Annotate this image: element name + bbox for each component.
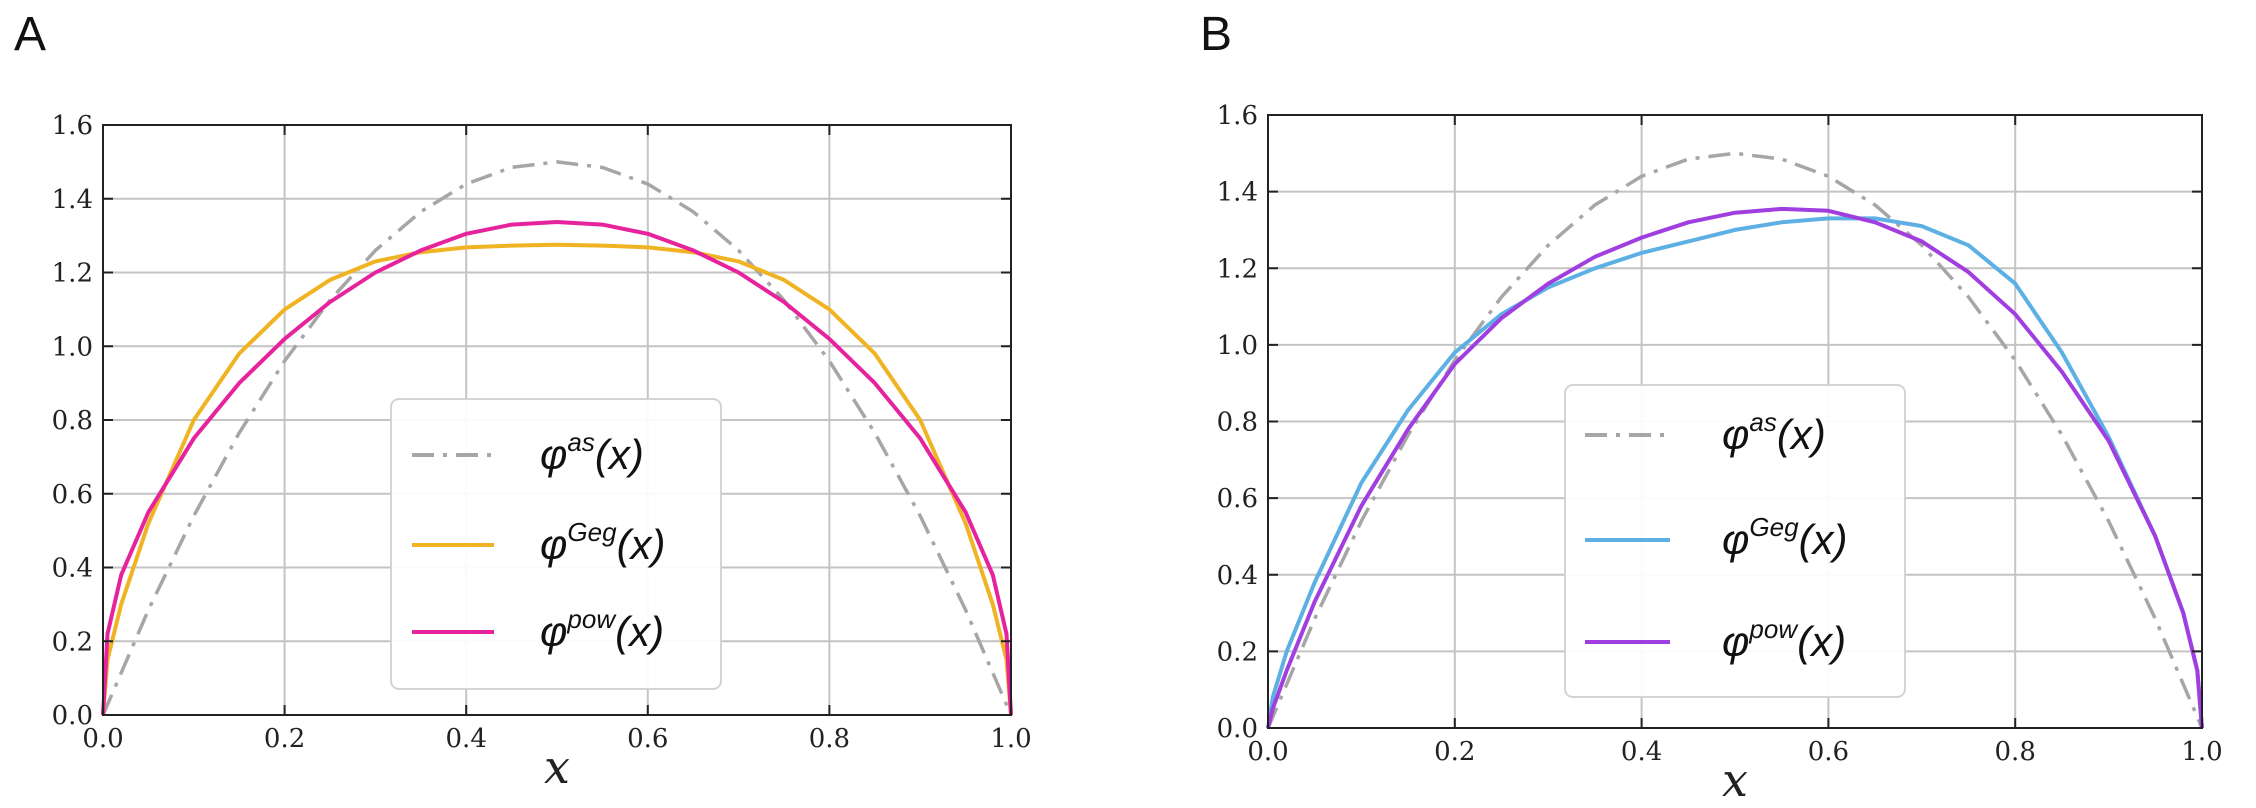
legend-box (390, 398, 722, 690)
legend-label-geg: φGeg(x) (1722, 512, 1848, 563)
y-tick-label: 1.6 (1217, 101, 1258, 131)
y-tick-label: 1.2 (52, 259, 93, 289)
legend-box (1564, 384, 1906, 698)
series-line-as (101, 160, 1013, 716)
x-tick-label: 0.2 (264, 724, 305, 754)
y-tick-label: 0.4 (1217, 561, 1258, 591)
x-tick-label: 0.6 (1808, 737, 1849, 767)
legend-label-geg: φGeg(x) (540, 517, 666, 568)
y-tick-label: 0.8 (52, 406, 93, 436)
y-tick-label: 1.0 (1217, 331, 1258, 361)
x-tick-label: 0.6 (627, 724, 668, 754)
series-line-geg (1266, 216, 2204, 729)
legend: φas(x) φGeg(x) φpow(x) (1564, 384, 1906, 698)
y-tick-label: 0.6 (52, 480, 93, 510)
y-tick-label: 1.6 (52, 111, 93, 141)
x-tick-label: 0.8 (809, 724, 850, 754)
series-line-pow (1266, 206, 2204, 729)
x-tick-label: 1.0 (990, 724, 1031, 754)
x-tick-label: 1.0 (2181, 737, 2222, 767)
y-tick-label: 0.2 (52, 627, 93, 657)
y-tick-label: 0.0 (52, 701, 93, 731)
x-tick-label: 0.2 (1434, 737, 1475, 767)
y-tick-label: 0.4 (52, 554, 93, 584)
y-tick-label: 1.4 (1217, 178, 1258, 208)
y-tick-label: 0.8 (1217, 408, 1258, 438)
panel-label: B (1200, 8, 1232, 61)
y-tick-label: 1.2 (1217, 254, 1258, 284)
series-line-geg (101, 242, 1013, 716)
legend-label-as: φas(x) (1722, 407, 1826, 458)
y-tick-label: 1.4 (52, 185, 93, 215)
legend: φas(x) φGeg(x) φpow(x) (390, 398, 722, 690)
panel-label: A (14, 8, 46, 61)
legend-label-pow: φpow(x) (540, 604, 664, 655)
panel-a: A 0.0 0.2 0.4 0.6 0.8 1.0 0.0 0.2 0.4 0.6 0.8 1.0 1.2… (14, 8, 1032, 794)
series-line-pow (101, 220, 1013, 716)
x-tick-label: 0.0 (1247, 737, 1288, 767)
y-tick-label: 1.0 (52, 332, 93, 362)
x-axis-label: x (1722, 753, 1748, 803)
y-tick-label: 0.6 (1217, 484, 1258, 514)
x-tick-label: 0.0 (82, 724, 123, 754)
x-tick-label: 0.4 (446, 724, 487, 754)
legend-label-as: φas(x) (540, 427, 644, 478)
x-axis-label: x (544, 740, 570, 794)
y-tick-label: 0.0 (1217, 714, 1258, 744)
panel-b: B 0.0 0.2 0.4 0.6 0.8 1.0 0.0 0.2 0.4 0.6 0.8 1.0 1.2… (1200, 8, 2223, 807)
x-tick-label: 0.4 (1621, 737, 1662, 767)
y-tick-label: 0.2 (1217, 637, 1258, 667)
x-tick-label: 0.8 (1995, 737, 2036, 767)
legend-label-pow: φpow(x) (1722, 614, 1846, 665)
